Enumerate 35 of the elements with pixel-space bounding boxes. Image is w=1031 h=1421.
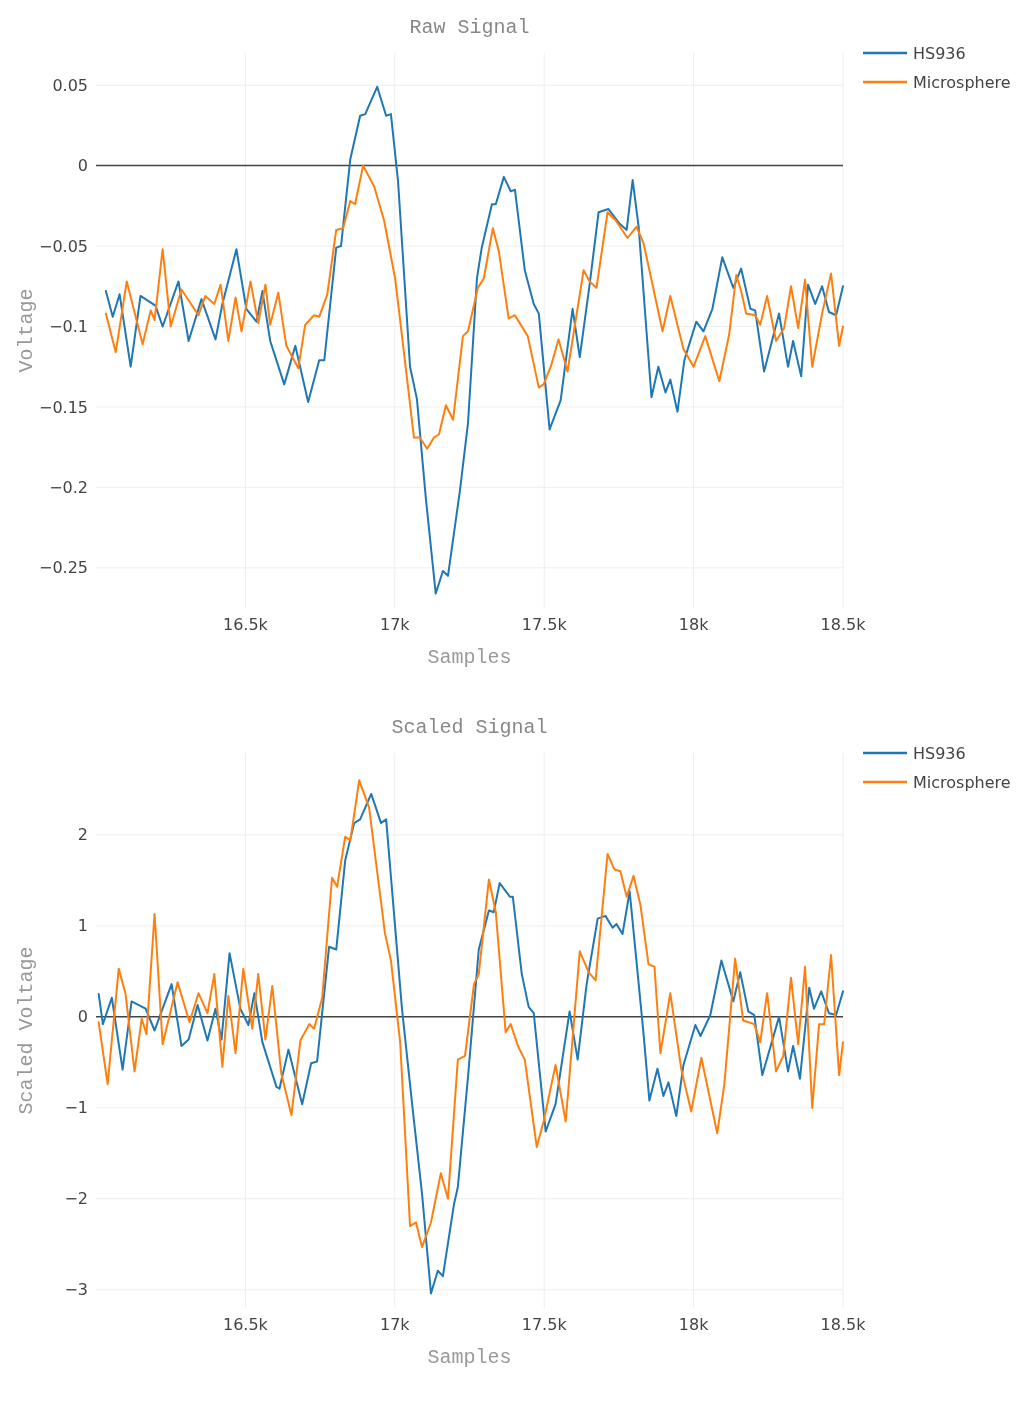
x-tick-label: 18.5k	[820, 1315, 867, 1334]
y-tick-label: −2	[64, 1189, 88, 1209]
x-tick-label: 18.5k	[820, 615, 867, 634]
legend-label: Microsphere	[913, 72, 1011, 92]
legend-label: Microsphere	[913, 772, 1011, 792]
chart-title: Scaled Signal	[391, 716, 548, 739]
y-tick-label: 0	[77, 1007, 88, 1027]
x-tick-label: 17.5k	[521, 1315, 568, 1334]
legend-label: HS936	[913, 43, 966, 63]
y-tick-label: −1	[64, 1098, 88, 1118]
legend-label: HS936	[913, 743, 966, 763]
x-tick-label: 17.5k	[521, 615, 568, 634]
chart-title: Raw Signal	[409, 16, 530, 39]
y-axis-title: Scaled Voltage	[15, 946, 38, 1115]
y-tick-label: 2	[77, 825, 88, 845]
x-tick-label: 17k	[379, 1315, 411, 1334]
y-tick-label: −0.05	[38, 236, 88, 256]
y-tick-label: 0.05	[52, 75, 88, 95]
y-tick-label: 0	[77, 156, 88, 176]
x-tick-label: 16.5k	[222, 615, 269, 634]
x-axis-title: Samples	[427, 646, 512, 669]
y-tick-label: −0.25	[38, 558, 88, 578]
y-tick-label: −0.1	[49, 317, 88, 337]
y-tick-label: −0.15	[38, 397, 88, 417]
line-series	[104, 164, 844, 450]
x-tick-label: 16.5k	[222, 1315, 269, 1334]
y-tick-label: −3	[64, 1280, 88, 1300]
y-axis-title: Voltage	[15, 288, 38, 373]
x-tick-label: 17k	[379, 615, 411, 634]
line-series	[104, 85, 844, 595]
x-tick-label: 18k	[678, 1315, 710, 1334]
x-axis-title: Samples	[427, 1346, 512, 1369]
y-tick-label: −0.2	[49, 477, 88, 497]
x-tick-label: 18k	[678, 615, 710, 634]
y-tick-label: 1	[77, 916, 88, 936]
